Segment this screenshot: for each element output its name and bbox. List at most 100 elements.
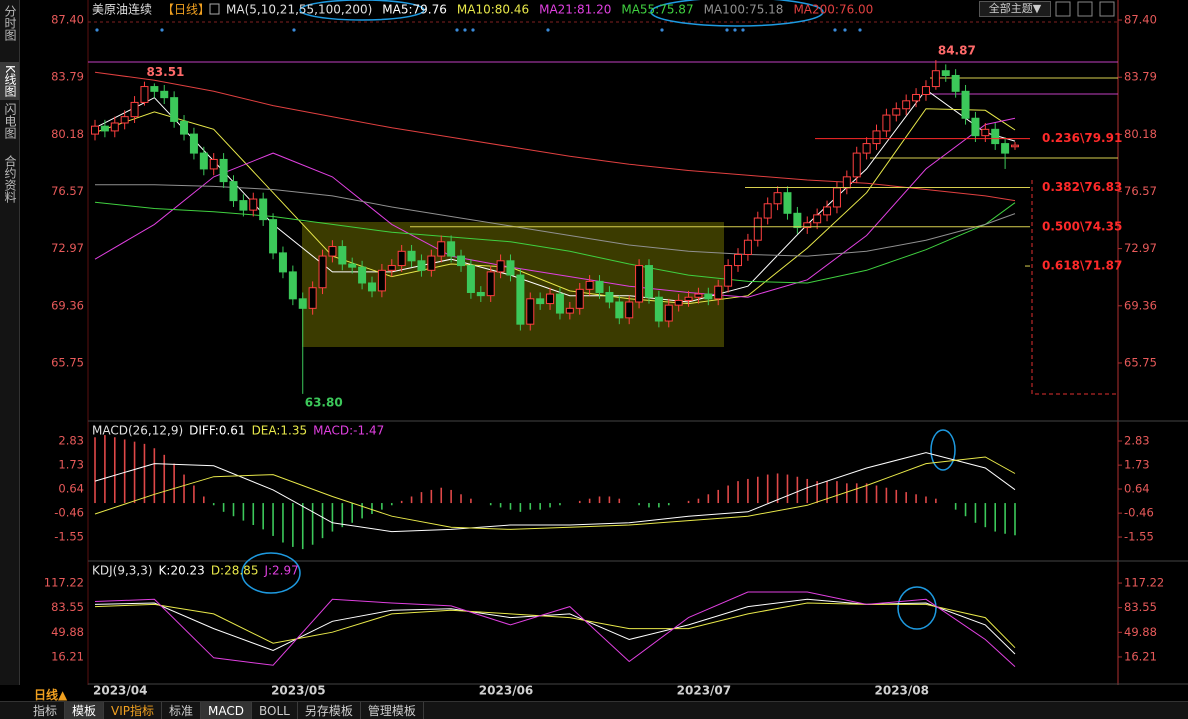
candle-body	[546, 293, 555, 305]
candle-body	[130, 101, 139, 118]
legend-entry: MA10:80.46	[457, 3, 529, 17]
x-tick-label: 2023/06	[479, 684, 533, 698]
candle-body	[180, 120, 189, 135]
side-tab[interactable]: 合约资料	[3, 155, 17, 203]
y-tick-label: 65.75	[1124, 355, 1157, 369]
y-tick-label: 2.83	[58, 434, 84, 448]
candle-body	[575, 288, 584, 309]
candle-body	[674, 299, 683, 306]
candle-body	[565, 307, 574, 314]
y-tick-label: 16.21	[1124, 649, 1157, 663]
candle-body	[506, 260, 515, 276]
indicator-line	[95, 184, 1016, 257]
candle-body	[407, 250, 416, 262]
candle-body	[971, 117, 980, 137]
y-tick-label: 2.83	[1124, 434, 1150, 448]
candle-body	[476, 291, 485, 297]
indicator-line	[94, 602, 1016, 649]
footer-tab[interactable]: 标准	[162, 702, 202, 719]
candle-body	[298, 298, 307, 309]
footer-tab[interactable]: MACD	[201, 702, 253, 719]
y-tick-label: 65.75	[51, 355, 84, 369]
candle-body	[951, 74, 960, 92]
icon	[209, 3, 220, 15]
y-tick-label: 69.36	[51, 298, 84, 312]
panel-title: 美原油连续	[92, 2, 152, 17]
candle-body	[358, 266, 367, 284]
y-tick-label: 1.73	[1124, 458, 1150, 472]
footer-tab[interactable]: 指标	[26, 702, 66, 719]
y-tick-label: -0.46	[54, 506, 84, 520]
candle-body	[278, 252, 287, 273]
candle-body	[585, 280, 594, 290]
candle-body	[160, 90, 169, 99]
legend-entry: MA55:75.87	[621, 3, 693, 17]
indicator-line	[94, 598, 1016, 655]
footer-tabs: 指标 模板 VIP指标 标准 MACD BOLL 另存模板 管理模板	[0, 701, 1188, 719]
candle-body	[961, 90, 970, 119]
candle-body	[288, 271, 297, 300]
candle-body	[526, 298, 535, 325]
legend-entry: DIFF:0.61	[189, 424, 245, 438]
period-selector[interactable]: 日线▲	[34, 688, 68, 702]
theme-button[interactable]: 全部主题▼	[979, 1, 1051, 17]
signal-dots	[95, 28, 862, 32]
candle-body	[842, 176, 851, 189]
candle-body	[437, 241, 446, 257]
footer-tab[interactable]: 管理模板	[361, 702, 424, 719]
candle-body	[704, 293, 713, 300]
candle-body	[219, 158, 228, 183]
candle-body	[734, 253, 743, 267]
candle-body	[783, 192, 792, 214]
candle-body	[773, 192, 782, 205]
candle-body	[615, 301, 624, 319]
indicator-line	[94, 456, 1016, 530]
candle-body	[100, 125, 109, 132]
side-tab[interactable]: 分时图	[3, 5, 17, 41]
footer-tab[interactable]: VIP指标	[104, 702, 163, 719]
window-icons[interactable]	[1055, 1, 1115, 17]
candle-body	[793, 212, 802, 229]
candle-body	[902, 100, 911, 110]
candle-body	[229, 181, 238, 202]
legend-entry: DEA:1.35	[252, 424, 308, 438]
x-tick-label: 2023/07	[677, 684, 731, 698]
candle-body	[635, 265, 644, 303]
y-tick-label: -1.55	[1124, 530, 1154, 544]
fib-label: 0.236\79.91	[1042, 131, 1122, 145]
candle-body	[1011, 144, 1019, 148]
y-tick-label: 83.55	[1124, 600, 1157, 614]
fib-label: 0.618\71.87	[1042, 259, 1122, 273]
candle-body	[377, 269, 386, 292]
candle-body	[189, 133, 198, 154]
footer-tab[interactable]: 模板	[65, 702, 105, 719]
candle-body	[338, 246, 347, 265]
legend-entry: MA100:75.18	[704, 3, 784, 17]
side-tab[interactable]: K线图	[0, 62, 19, 100]
footer-tab[interactable]: 另存模板	[298, 702, 361, 719]
candle-body	[852, 152, 861, 178]
candle-body	[991, 128, 1000, 145]
x-tick-label: 2023/08	[875, 684, 929, 698]
candle-body	[555, 293, 564, 314]
candle-body	[318, 255, 327, 289]
candle-body	[457, 255, 466, 267]
y-tick-label: 117.22	[1124, 576, 1164, 590]
candle-body	[259, 198, 268, 221]
y-tick-label: 0.64	[1124, 482, 1150, 496]
sidebar: 分时图 K线图 闪电图 合约资料	[0, 0, 20, 685]
indicator-line	[94, 591, 1016, 667]
footer-tab[interactable]: BOLL	[252, 702, 298, 719]
candle-body	[625, 301, 634, 319]
y-tick-label: 76.57	[1124, 184, 1157, 198]
legend-entry: J:2.97	[263, 564, 298, 578]
candle-body	[605, 291, 614, 303]
candle-body	[872, 130, 881, 145]
candle-body	[981, 128, 990, 137]
candle-body	[595, 280, 604, 293]
y-tick-label: 0.64	[58, 482, 84, 496]
legend-entry: MACD:-1.47	[313, 424, 384, 438]
side-tab[interactable]: 闪电图	[3, 103, 17, 139]
candle-body	[348, 263, 357, 268]
range-box	[302, 222, 724, 347]
